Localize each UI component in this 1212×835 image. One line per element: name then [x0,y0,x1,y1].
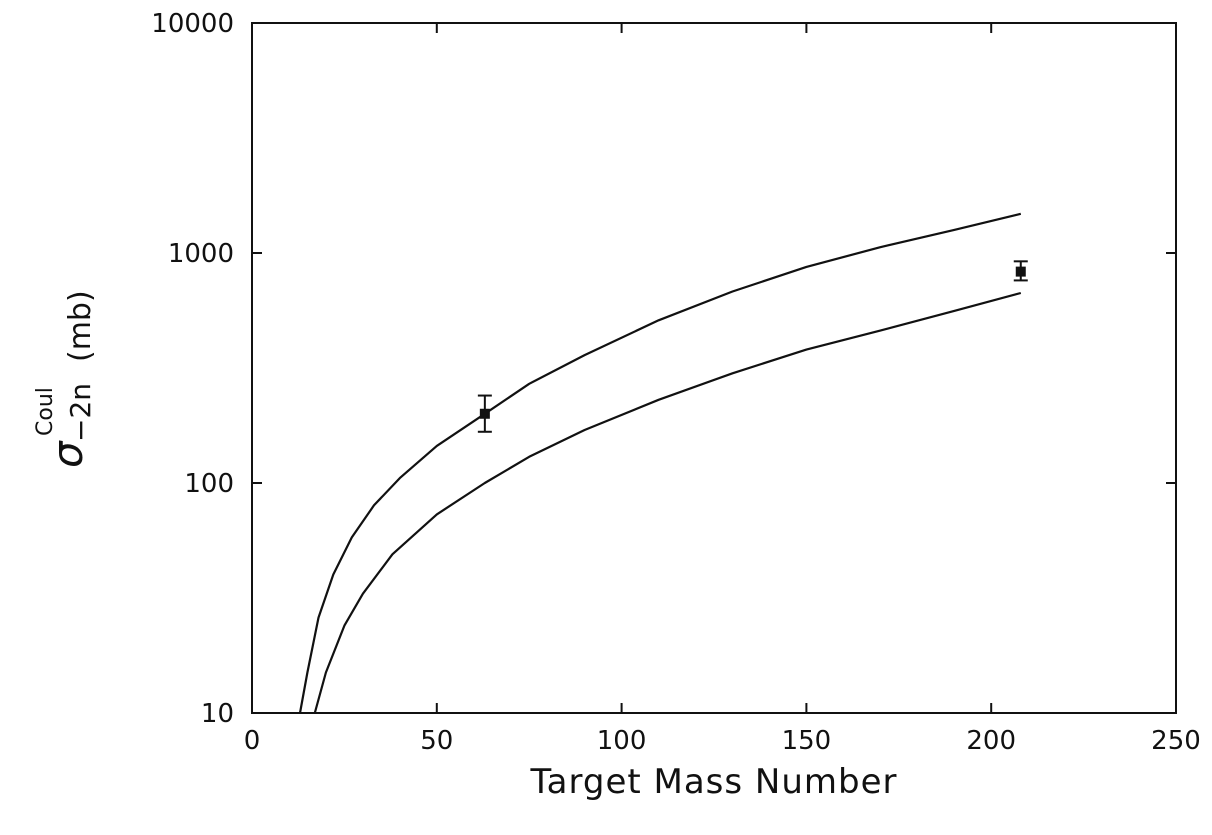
x-tick-label: 250 [1151,726,1201,756]
y-tick-label: 100 [184,469,234,499]
y-tick-label: 1000 [168,239,234,269]
upper-curve [298,212,1022,714]
x-tick-label: 0 [244,726,261,756]
x-tick-labels: 0 50 100 150 200 250 [244,726,1201,756]
x-tick-label: 200 [966,726,1016,756]
data-point-marker [1015,266,1026,277]
plot-area-border [251,22,1177,714]
x-tick-label: 150 [782,726,832,756]
x-axis-title: Target Mass Number [530,762,898,802]
axis-ticks [251,22,1177,714]
y-axis-title: σ Coul −2n (mb) [33,290,98,468]
y-tick-label: 10000 [151,9,234,39]
lower-curve [313,291,1022,714]
y-axis-unit: (mb) [63,290,98,362]
y-axis-superscript: Coul [33,387,58,436]
y-axis-symbol: σ [43,440,92,468]
y-tick-label: 10 [201,699,234,729]
plot-frame [251,22,1177,714]
x-tick-label: 100 [597,726,647,756]
data-point-marker [479,408,490,419]
data-points-group [477,260,1028,433]
y-axis-subscript: −2n [64,383,97,442]
y-tick-labels: 10 100 1000 10000 [151,9,234,729]
series-group [298,212,1022,714]
x-tick-label: 50 [420,726,453,756]
